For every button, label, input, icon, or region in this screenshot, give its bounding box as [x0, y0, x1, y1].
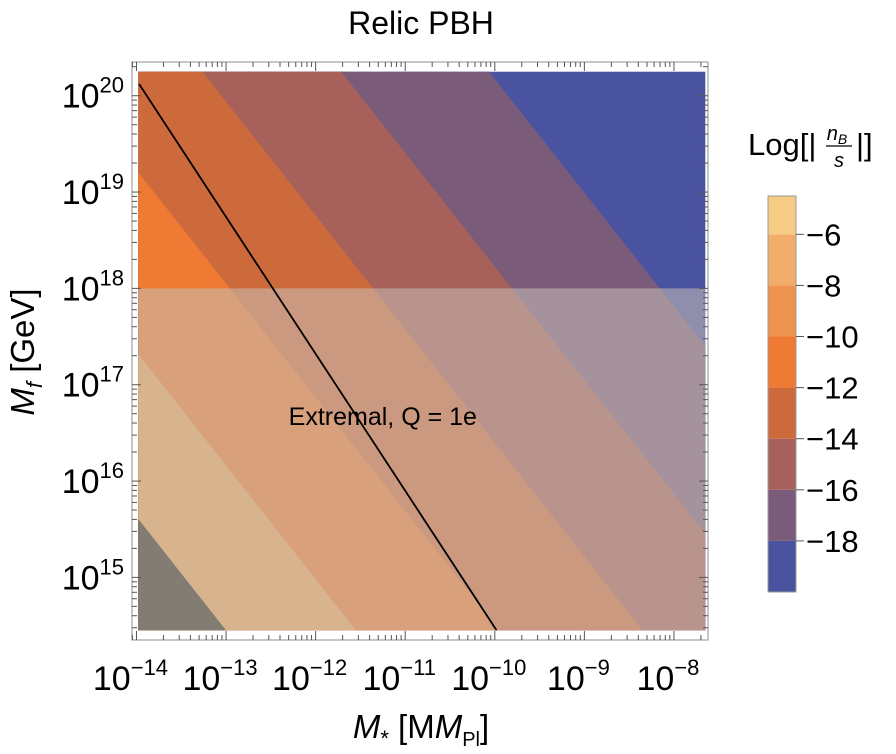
colorbar-level	[768, 336, 796, 388]
shaded-region-layer	[138, 288, 706, 631]
colorbar-title: Log[| nB s |]	[748, 123, 873, 172]
colorbar-level	[768, 438, 796, 490]
x-axis-symbol: M	[353, 708, 381, 745]
y-axis-title: Mf [GeV]	[4, 288, 47, 415]
x-tick-label: 10−12	[272, 655, 347, 698]
y-tick-label: 1019	[62, 169, 124, 212]
colorbar-tick-label: −12	[806, 371, 859, 406]
x-axis-unit-close: ]	[480, 708, 489, 745]
x-tick-label: 10−14	[93, 655, 168, 698]
x-axis-unit-sub: Pl	[462, 729, 480, 751]
x-tick-label: 10−13	[182, 655, 257, 698]
x-axis-symbol-sub: *	[380, 726, 389, 751]
x-axis-title: M* [MMPl]	[353, 708, 489, 751]
colorbar-tick-label: −14	[806, 422, 859, 457]
colorbar-level	[768, 489, 796, 541]
y-tick-label: 1015	[62, 554, 124, 597]
curve-annotation: Extremal, Q = 1e	[289, 403, 477, 431]
colorbar-title-suffix: |]	[856, 127, 873, 162]
colorbar-tick-label: −16	[806, 473, 859, 508]
shaded-region	[138, 288, 706, 631]
x-axis-unit-symbol: M	[435, 708, 463, 745]
colorbar-title-num-symbol: n	[827, 123, 838, 145]
extremal-curve	[138, 83, 498, 631]
curve-layer	[138, 83, 498, 631]
colorbar: −6 −8 −10 −12 −14 −16 −18	[767, 195, 859, 593]
y-axis-symbol: M	[4, 388, 41, 416]
colorbar-tick-label: −6	[806, 217, 841, 252]
colorbar-tick-label: −8	[806, 268, 841, 303]
x-tick-label: 10−9	[547, 655, 610, 698]
y-tick-label: 1016	[62, 458, 124, 501]
x-tick-label: 10−8	[636, 655, 699, 698]
y-axis-symbol-sub: f	[22, 379, 47, 388]
colorbar-title-num-sub: B	[838, 131, 847, 147]
x-tick-label: 10−11	[362, 655, 436, 698]
colorbar-level	[768, 285, 796, 337]
x-axis-unit-open: [M	[389, 708, 435, 745]
colorbar-title-num: nB	[827, 123, 847, 147]
chart-title: Relic PBH	[348, 5, 494, 41]
colorbar-tick-label: −18	[806, 524, 859, 559]
colorbar-border	[767, 195, 797, 593]
colorbar-tick-label: −10	[806, 320, 859, 355]
y-tick-label: 1017	[62, 362, 124, 405]
y-axis-unit: [GeV]	[4, 288, 41, 382]
colorbar-level	[768, 196, 796, 235]
colorbar-title-den: s	[834, 150, 844, 172]
colorbar-level	[768, 387, 796, 439]
colorbar-level	[768, 234, 796, 286]
x-tick-label: 10−10	[451, 655, 526, 698]
tick-labels: 10−14 10−13 10−12 10−11 10−10 10−9 10−8 1015 101…	[62, 73, 700, 698]
y-tick-label: 1020	[62, 73, 124, 116]
axis-ticks	[131, 62, 708, 640]
y-tick-label: 1018	[62, 265, 124, 308]
colorbar-title-prefix: Log[|	[748, 127, 816, 162]
colorbar-level	[768, 540, 796, 592]
